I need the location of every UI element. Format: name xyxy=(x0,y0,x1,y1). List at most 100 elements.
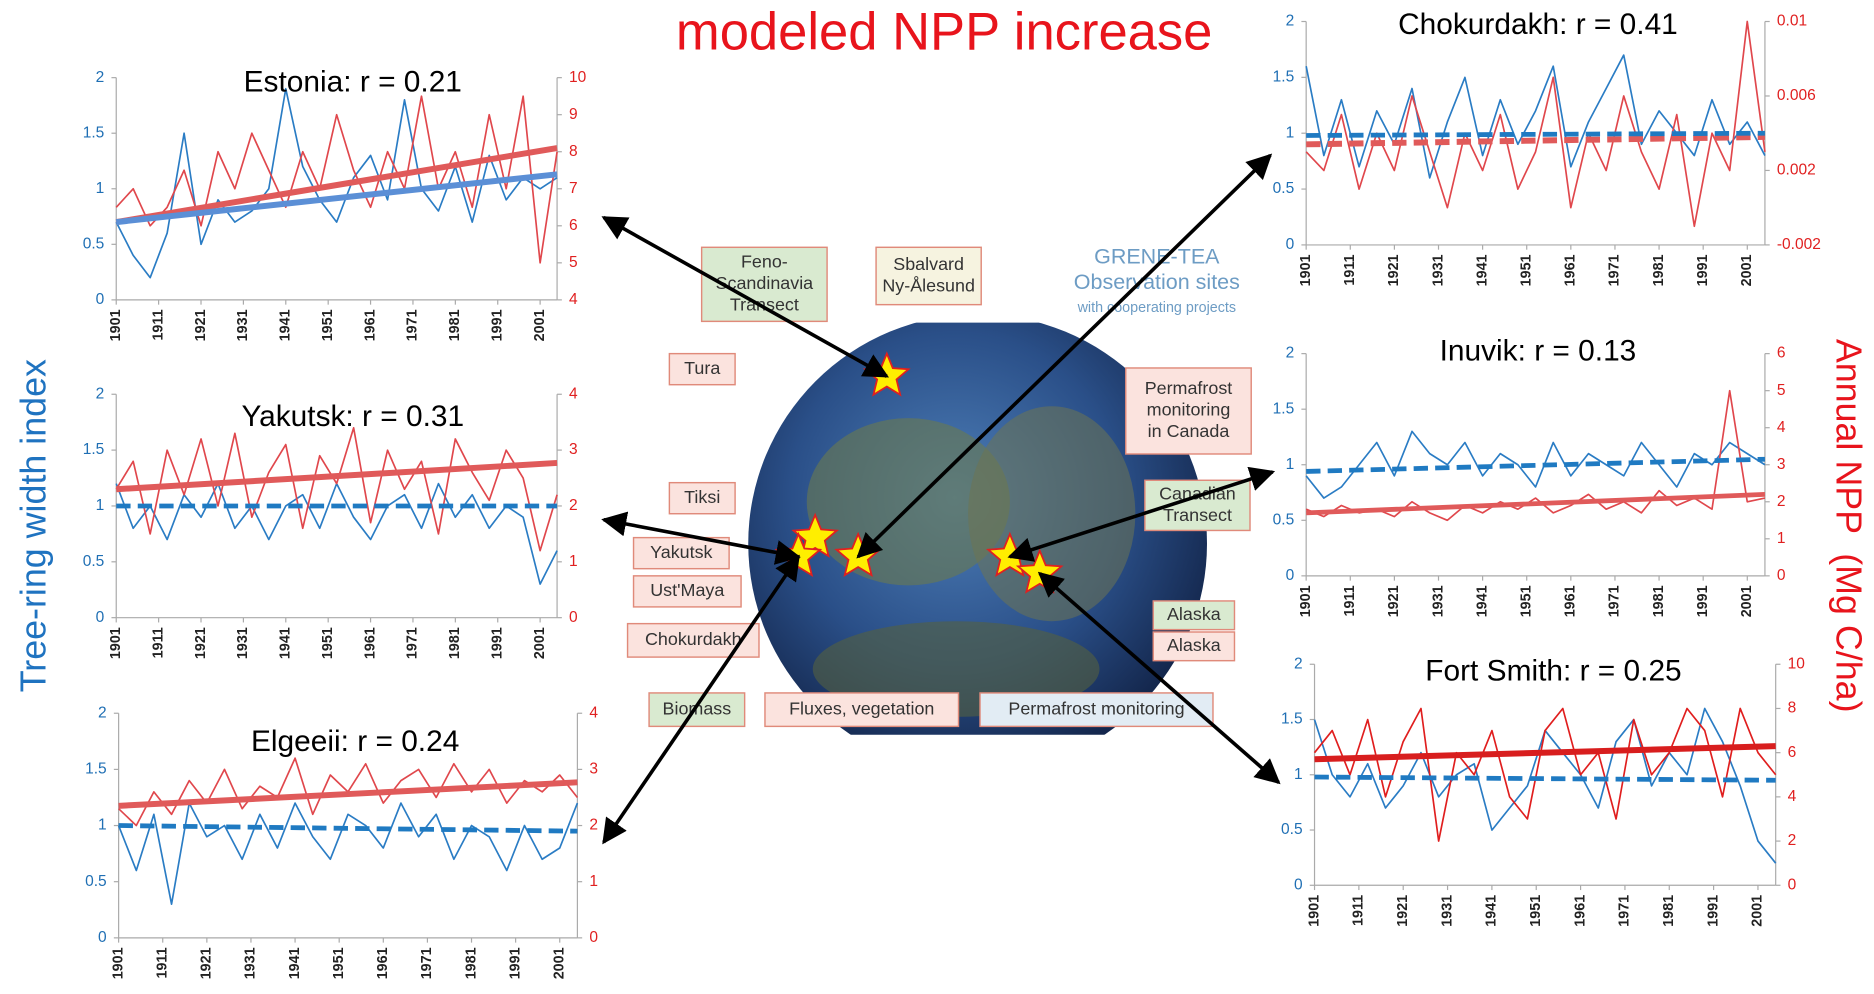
chart-title: Yakutsk: r = 0.31 xyxy=(241,400,464,433)
x-tick-label: 1901 xyxy=(1298,585,1314,617)
x-tick-label: 1961 xyxy=(1563,585,1579,617)
chart-title: Elgeeii: r = 0.24 xyxy=(251,725,459,758)
heading: modeled NPP increase xyxy=(676,3,1212,62)
x-tick-label: 1931 xyxy=(243,947,259,979)
y-tick-label: 1.5 xyxy=(1273,400,1295,417)
y2-tick-label: 4 xyxy=(1777,419,1786,436)
y-tick-label: 0.5 xyxy=(83,553,105,570)
x-tick-label: 1961 xyxy=(362,309,378,341)
y-tick-label: 0 xyxy=(96,609,105,626)
x-tick-label: 1981 xyxy=(1661,895,1677,927)
x-tick-label: 1981 xyxy=(1651,585,1667,617)
y2-tick-label: 0.002 xyxy=(1777,162,1816,179)
x-tick-label: 1981 xyxy=(447,627,463,659)
y2-tick-label: 4 xyxy=(569,291,578,308)
y2-tick-label: 5 xyxy=(569,254,578,271)
y2-tick-label: 0.01 xyxy=(1777,13,1807,30)
y-tick-label: 1 xyxy=(1286,456,1295,473)
x-tick-label: 2001 xyxy=(552,947,568,979)
x-tick-label: 1991 xyxy=(1695,254,1711,286)
x-tick-label: 1911 xyxy=(155,947,171,978)
y-tick-label: 0 xyxy=(1294,876,1303,893)
y-tick-label: 1.5 xyxy=(1273,68,1295,85)
y2-tick-label: 0 xyxy=(569,609,578,626)
x-tick-label: 1941 xyxy=(1474,585,1490,617)
x-tick-label: 1981 xyxy=(1651,254,1667,286)
series-line xyxy=(116,174,557,222)
y2-tick-label: 10 xyxy=(569,69,587,86)
y-tick-label: 2 xyxy=(98,704,107,721)
site-label: Feno- xyxy=(741,252,788,272)
site-label: in Canada xyxy=(1148,421,1230,441)
x-tick-label: 2001 xyxy=(1739,254,1755,286)
y2-tick-label: 2 xyxy=(569,497,578,514)
y2-tick-label: 2 xyxy=(1777,493,1786,510)
y2-tick-label: 4 xyxy=(1788,788,1797,805)
y2-tick-label: 0 xyxy=(589,929,598,946)
y-tick-label: 1 xyxy=(1294,766,1303,783)
x-tick-label: 1991 xyxy=(490,627,506,659)
arrow xyxy=(604,217,887,376)
site-label: Fluxes, vegetation xyxy=(789,698,934,718)
y2-tick-label: 8 xyxy=(569,143,578,160)
x-tick-label: 1961 xyxy=(375,947,391,979)
x-tick-label: 1991 xyxy=(1695,585,1711,617)
x-tick-label: 1971 xyxy=(405,309,421,341)
series-line xyxy=(1315,777,1776,780)
x-tick-label: 1951 xyxy=(1528,895,1544,927)
x-tick-label: 1921 xyxy=(1395,895,1411,927)
x-tick-label: 1951 xyxy=(1519,585,1535,617)
x-tick-label: 1911 xyxy=(150,627,166,658)
series-line xyxy=(1306,494,1765,513)
y-tick-label: 2 xyxy=(96,69,105,86)
y2-tick-label: 6 xyxy=(569,217,578,234)
chart-title: Inuvik: r = 0.13 xyxy=(1440,334,1637,367)
y-tick-label: 0.5 xyxy=(85,873,107,890)
x-tick-label: 1941 xyxy=(278,309,294,341)
series-line xyxy=(1315,708,1776,841)
y2-tick-label: 0 xyxy=(1788,876,1797,893)
y-tick-label: 0.5 xyxy=(1273,511,1295,528)
x-tick-label: 1981 xyxy=(447,309,463,341)
x-tick-label: 1921 xyxy=(199,947,215,979)
x-tick-label: 1961 xyxy=(1563,254,1579,286)
y2-tick-label: -0.002 xyxy=(1777,236,1821,253)
map-title: Observation sites xyxy=(1074,270,1240,294)
site-label: Sbalvard xyxy=(893,254,964,274)
x-tick-label: 1921 xyxy=(1386,254,1402,286)
x-tick-label: 2001 xyxy=(532,309,548,341)
x-tick-label: 1901 xyxy=(1298,254,1314,286)
x-tick-label: 1971 xyxy=(1607,254,1623,286)
series-line xyxy=(1306,133,1765,135)
y-tick-label: 1.5 xyxy=(83,441,105,458)
x-tick-label: 1981 xyxy=(463,947,479,979)
map-title: with cooperating projects xyxy=(1077,300,1237,316)
x-tick-label: 1951 xyxy=(331,947,347,979)
x-tick-label: 1971 xyxy=(405,627,421,659)
series-line xyxy=(116,148,557,222)
x-tick-label: 1971 xyxy=(419,947,435,979)
x-tick-label: 1901 xyxy=(108,309,124,341)
series-line xyxy=(1306,55,1765,178)
x-tick-label: 1991 xyxy=(490,309,506,341)
site-label: Tura xyxy=(684,358,720,378)
site-label: monitoring xyxy=(1147,400,1231,420)
y-tick-label: 0.5 xyxy=(83,235,105,252)
x-tick-label: 1931 xyxy=(1430,254,1446,286)
x-tick-label: 1931 xyxy=(1430,585,1446,617)
site-label: Yakutsk xyxy=(650,542,712,562)
x-tick-label: 1921 xyxy=(193,627,209,659)
chart-title: Fort Smith: r = 0.25 xyxy=(1425,655,1681,688)
y-tick-label: 0.5 xyxy=(1273,180,1295,197)
x-tick-label: 2001 xyxy=(532,627,548,659)
site-label: Chokurdakh xyxy=(645,629,742,649)
y2-tick-label: 3 xyxy=(589,761,598,778)
y-tick-label: 1.5 xyxy=(85,761,107,778)
site-label: Alaska xyxy=(1167,604,1221,624)
y-tick-label: 2 xyxy=(1286,13,1295,30)
x-tick-label: 1911 xyxy=(1342,585,1358,616)
x-tick-label: 1961 xyxy=(1572,895,1588,927)
site-label: Permafrost xyxy=(1145,378,1233,398)
x-tick-label: 1911 xyxy=(1342,254,1358,285)
y-tick-label: 1 xyxy=(96,180,105,197)
